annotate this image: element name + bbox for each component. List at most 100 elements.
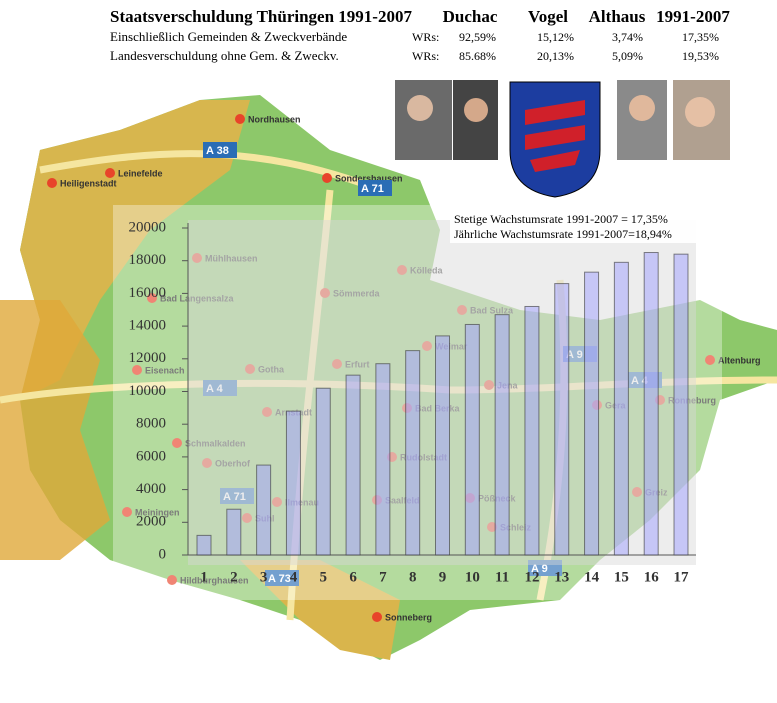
city-dot (372, 612, 382, 622)
city-label: Sondershausen (335, 173, 403, 183)
road-sign (203, 142, 237, 158)
x-tick-label: 4 (290, 569, 298, 585)
city-dot (332, 359, 342, 369)
x-tick-label: 10 (465, 569, 480, 585)
portraits (395, 80, 730, 198)
y-tick-label: 12000 (129, 350, 167, 366)
road-label: A 9 (566, 349, 583, 361)
bar (285, 410, 301, 556)
bar (613, 261, 629, 556)
region-west (0, 300, 110, 560)
road-sign (265, 570, 299, 586)
header-bg (0, 0, 740, 68)
road-line (39, 150, 382, 194)
city-dot (632, 487, 642, 497)
city-label: Hildburghausen (180, 575, 249, 585)
row-value: 5,09% (612, 49, 643, 63)
row-label: Einschließlich Gemeinden & Zweckverbände (110, 29, 347, 44)
y-tick-label: 6000 (136, 448, 166, 464)
row-value: 20,13% (537, 49, 574, 63)
city-dot (122, 507, 132, 517)
bar (405, 350, 421, 556)
bar (643, 252, 659, 556)
x-tick-label: 9 (439, 569, 447, 585)
city-label: Sömmerda (333, 288, 381, 298)
y-tick-label: 4000 (136, 481, 166, 497)
bar (554, 283, 570, 556)
bar (226, 508, 242, 556)
y-tick-label: 2000 (136, 514, 166, 530)
region-north-west (20, 100, 250, 400)
y-tick-label: 10000 (129, 383, 167, 399)
bar (494, 314, 510, 556)
road-label: A 71 (361, 183, 384, 195)
city-dot (172, 438, 182, 448)
city-label: Ronneburg (668, 395, 716, 405)
road-sign (203, 380, 237, 396)
city-dot (422, 341, 432, 351)
x-tick-label: 2 (230, 569, 238, 585)
city-label: Leinefelde (118, 168, 163, 178)
bar (375, 363, 391, 556)
city-dot (262, 407, 272, 417)
road-sign (220, 488, 254, 504)
column-header: Duchac (443, 7, 498, 26)
city-label: Schleiz (500, 522, 532, 532)
title: Staatsverschuldung Thüringen 1991-2007 (110, 7, 412, 26)
x-tick-label: 15 (614, 569, 629, 585)
header: Staatsverschuldung Thüringen 1991-2007 Du… (110, 7, 730, 63)
city-dot (202, 458, 212, 468)
y-tick-label: 20000 (129, 219, 167, 235)
city-dot (242, 513, 252, 523)
bar (464, 323, 480, 556)
road-label: A 9 (531, 563, 548, 575)
city-label: Rudolstadt (400, 452, 447, 462)
x-tick-label: 7 (379, 569, 387, 585)
city-label: Schmalkalden (185, 438, 246, 448)
row-value: 85.68% (459, 49, 496, 63)
y-tick-label: 8000 (136, 416, 166, 432)
x-tick-label: 3 (260, 569, 268, 585)
city-label: Gotha (258, 364, 285, 374)
road-label: A 71 (223, 491, 246, 503)
bar (435, 335, 450, 556)
row-value: 19,53% (682, 49, 719, 63)
annotation-bg (450, 211, 700, 243)
road-label: A 4 (206, 383, 224, 395)
city-dot (192, 253, 202, 263)
city-label: Nordhausen (248, 114, 301, 124)
x-tick-label: 8 (409, 569, 417, 585)
city-dot (322, 173, 332, 183)
row-wrs: WRs: (412, 49, 439, 63)
row-value: 3,74% (612, 30, 643, 44)
city-dot (487, 522, 497, 532)
photo-face (464, 98, 488, 122)
city-label: Saalfeld (385, 495, 420, 505)
city-label: Ilmenau (285, 497, 319, 507)
road-label: A 73 (268, 573, 291, 585)
annotation: Stetige Wachstumsrate 1991-2007 = 17,35% (454, 212, 668, 226)
photo-face (685, 97, 715, 127)
annotation: Jährliche Wachstumsrate 1991-2007=18,94% (454, 227, 672, 241)
y-tick-label: 14000 (129, 318, 167, 334)
city-label: Mühlhausen (205, 253, 258, 263)
city-label: Heiligenstadt (60, 178, 117, 188)
y-tick-label: 16000 (129, 285, 167, 301)
city-label: Bad Langensalza (160, 293, 235, 303)
row-value: 15,12% (537, 30, 574, 44)
city-dot (105, 168, 115, 178)
city-dot (167, 575, 177, 585)
bar (584, 271, 600, 556)
city-dot (245, 364, 255, 374)
x-tick-label: 1 (200, 569, 208, 585)
city-dot (147, 293, 157, 303)
x-tick-label: 5 (320, 569, 328, 585)
bar (673, 253, 689, 556)
row-value: 17,35% (682, 30, 719, 44)
city-dot (484, 380, 494, 390)
city-dot (132, 365, 142, 375)
coat-of-arms-lion (525, 100, 585, 172)
bar (315, 387, 331, 556)
